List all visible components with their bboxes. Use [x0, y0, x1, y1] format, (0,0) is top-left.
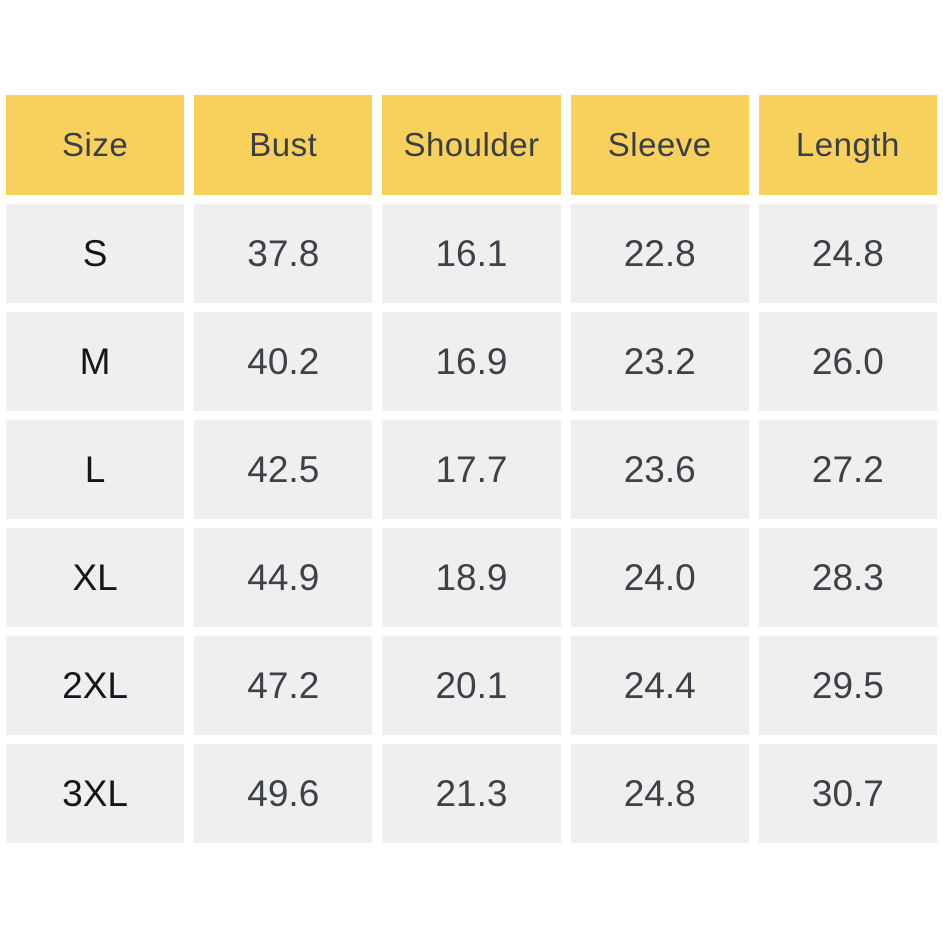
measurement-cell: 23.6: [570, 420, 749, 519]
measurement-cell: 29.5: [758, 636, 937, 735]
column-header-length: Length: [758, 95, 937, 195]
measurement-cell: 44.9: [194, 528, 373, 627]
size-label-cell: 2XL: [6, 636, 185, 735]
column-header-bust: Bust: [194, 95, 373, 195]
measurement-cell: 37.8: [194, 204, 373, 303]
size-label-cell: 3XL: [6, 744, 185, 843]
measurement-cell: 47.2: [194, 636, 373, 735]
measurement-cell: 40.2: [194, 312, 373, 411]
measurement-cell: 21.3: [382, 744, 561, 843]
measurement-cell: 20.1: [382, 636, 561, 735]
measurement-cell: 42.5: [194, 420, 373, 519]
size-chart-table: Size Bust Shoulder Sleeve Length S 37.8 16.1 22.…: [6, 95, 937, 843]
measurement-cell: 17.7: [382, 420, 561, 519]
measurement-cell: 49.6: [194, 744, 373, 843]
size-label-cell: M: [6, 312, 185, 411]
measurement-cell: 22.8: [570, 204, 749, 303]
column-header-sleeve: Sleeve: [570, 95, 749, 195]
column-header-size: Size: [6, 95, 185, 195]
measurement-cell: 27.2: [758, 420, 937, 519]
measurement-cell: 24.8: [758, 204, 937, 303]
measurement-cell: 24.4: [570, 636, 749, 735]
measurement-cell: 24.8: [570, 744, 749, 843]
measurement-cell: 23.2: [570, 312, 749, 411]
size-label-cell: L: [6, 420, 185, 519]
measurement-cell: 28.3: [758, 528, 937, 627]
measurement-cell: 16.1: [382, 204, 561, 303]
measurement-cell: 16.9: [382, 312, 561, 411]
measurement-cell: 18.9: [382, 528, 561, 627]
size-label-cell: XL: [6, 528, 185, 627]
measurement-cell: 24.0: [570, 528, 749, 627]
measurement-cell: 26.0: [758, 312, 937, 411]
column-header-shoulder: Shoulder: [382, 95, 561, 195]
measurement-cell: 30.7: [758, 744, 937, 843]
size-label-cell: S: [6, 204, 185, 303]
